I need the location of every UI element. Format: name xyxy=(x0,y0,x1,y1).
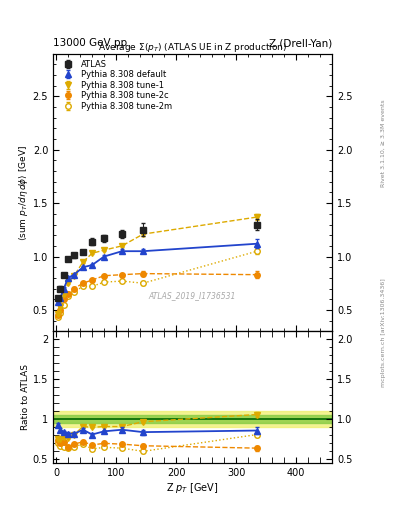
Bar xyxy=(53,411,332,428)
Bar xyxy=(53,415,332,423)
X-axis label: Z $p_T$ [GeV]: Z $p_T$ [GeV] xyxy=(166,481,219,495)
Text: 13000 GeV pp: 13000 GeV pp xyxy=(53,38,127,48)
Legend: ATLAS, Pythia 8.308 default, Pythia 8.308 tune-1, Pythia 8.308 tune-2c, Pythia 8: ATLAS, Pythia 8.308 default, Pythia 8.30… xyxy=(56,57,174,113)
Y-axis label: $\langle$sum $p_T/d\eta\, d\phi\rangle$ [GeV]: $\langle$sum $p_T/d\eta\, d\phi\rangle$ … xyxy=(17,144,30,241)
Text: ATLAS_2019_I1736531: ATLAS_2019_I1736531 xyxy=(149,291,236,300)
Text: Rivet 3.1.10, ≥ 3.3M events: Rivet 3.1.10, ≥ 3.3M events xyxy=(381,99,386,187)
Y-axis label: Ratio to ATLAS: Ratio to ATLAS xyxy=(21,365,30,430)
Text: Z (Drell-Yan): Z (Drell-Yan) xyxy=(269,38,332,48)
Title: Average $\Sigma(p_T)$ (ATLAS UE in Z production): Average $\Sigma(p_T)$ (ATLAS UE in Z pro… xyxy=(98,40,287,54)
Text: mcplots.cern.ch [arXiv:1306.3436]: mcplots.cern.ch [arXiv:1306.3436] xyxy=(381,279,386,387)
